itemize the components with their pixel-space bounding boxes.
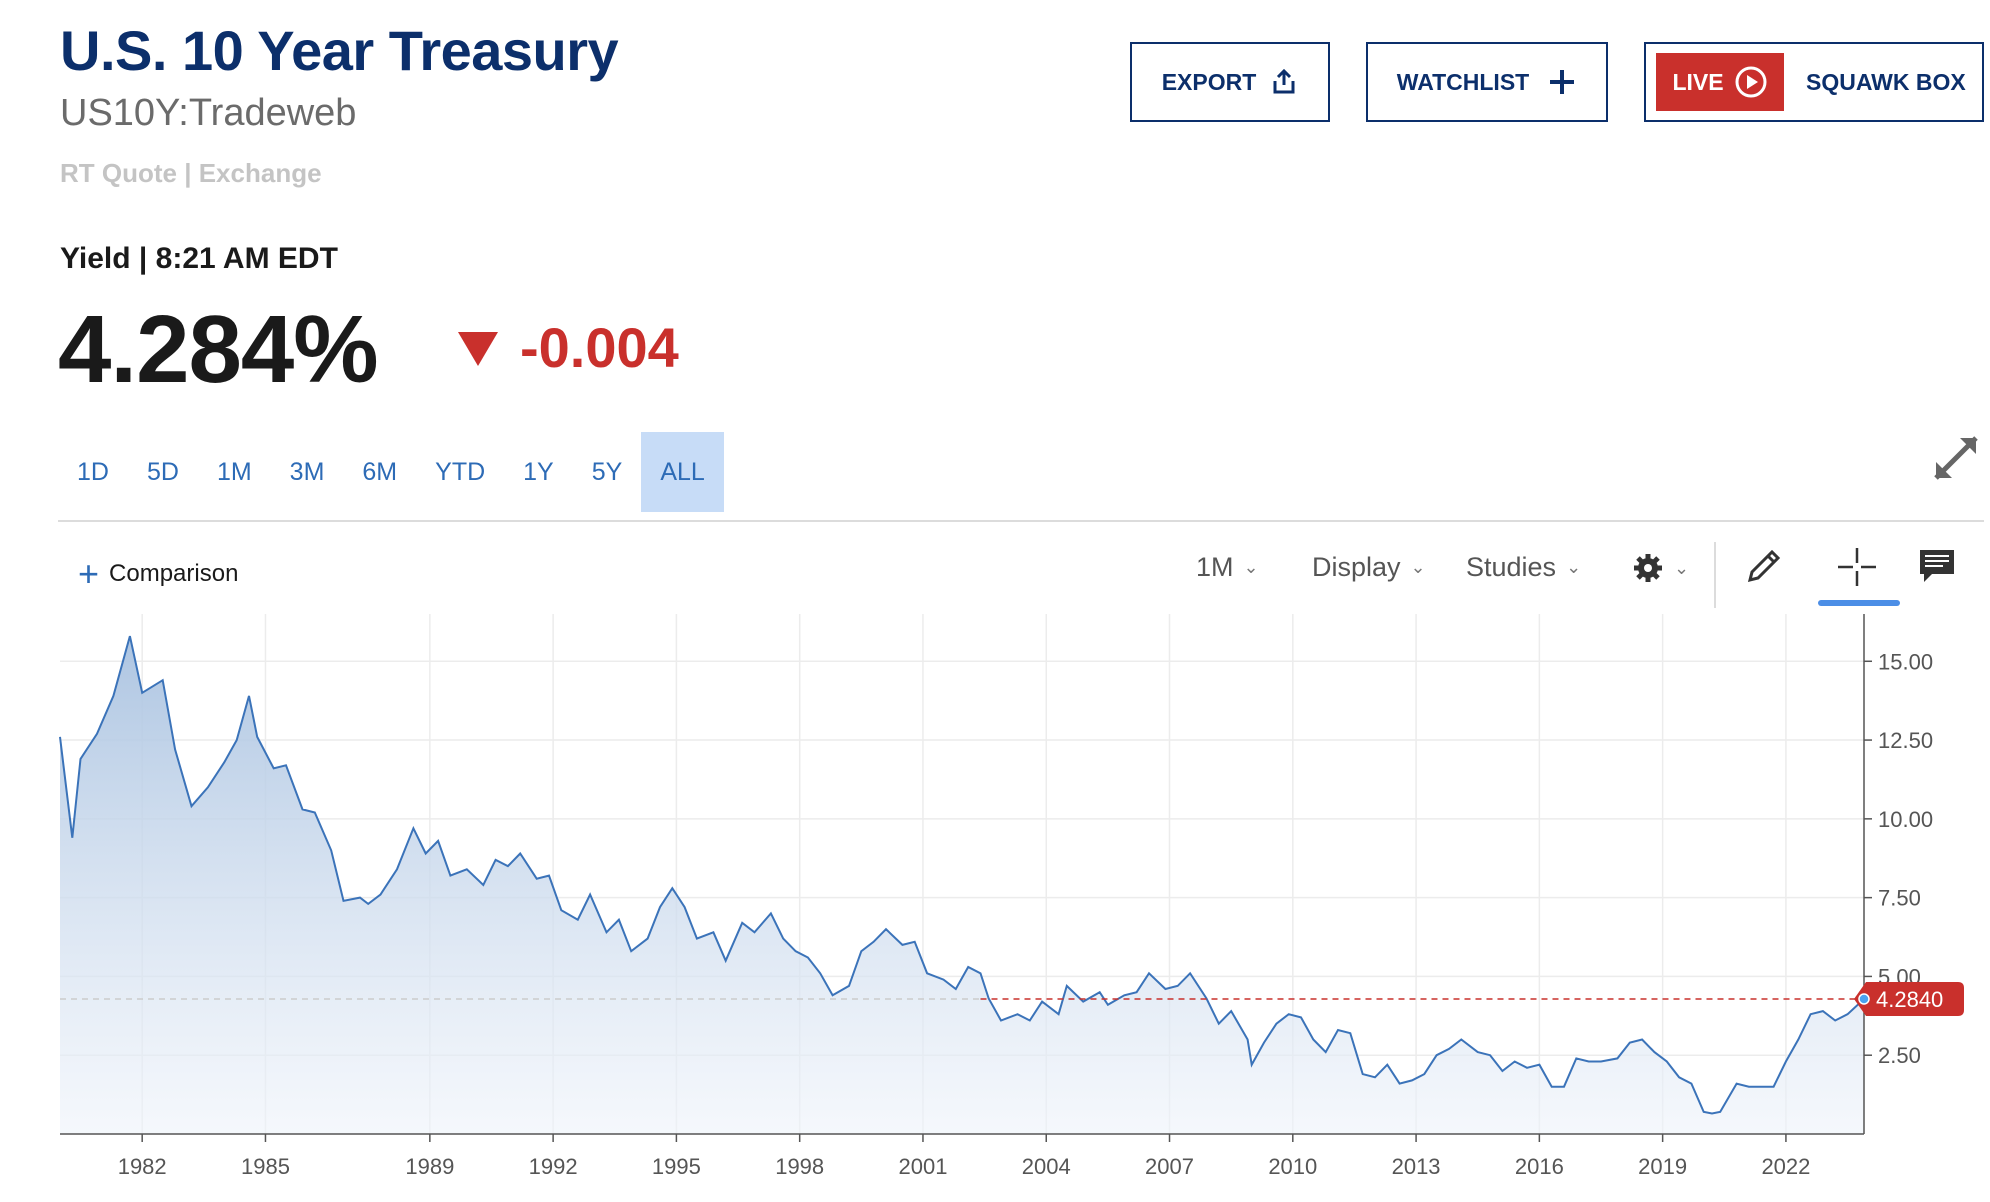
plus-icon: + xyxy=(78,553,100,594)
x-tick-label: 1998 xyxy=(775,1154,824,1179)
x-tick-label: 2016 xyxy=(1515,1154,1564,1179)
interval-value: 1M xyxy=(1196,552,1234,582)
display-label: Display xyxy=(1312,552,1401,582)
chevron-down-icon: ⌄ xyxy=(1243,557,1259,577)
chevron-down-icon: ⌄ xyxy=(1410,557,1426,577)
range-tab-1y[interactable]: 1Y xyxy=(523,458,554,486)
x-tick-label: 1982 xyxy=(118,1154,167,1179)
x-tick-label: 1992 xyxy=(529,1154,578,1179)
x-tick-label: 1989 xyxy=(405,1154,454,1179)
pencil-icon[interactable] xyxy=(1744,546,1784,586)
live-badge: LIVE xyxy=(1656,53,1784,111)
yield-timestamp: Yield | 8:21 AM EDT xyxy=(60,242,338,275)
live-label: LIVE xyxy=(1672,68,1724,95)
settings-dropdown[interactable]: ⌄ xyxy=(1632,552,1689,584)
yield-change: -0.004 xyxy=(520,316,679,379)
range-tab-1d[interactable]: 1D xyxy=(77,458,109,486)
active-tool-indicator xyxy=(1818,600,1900,606)
comparison-label: Comparison xyxy=(109,560,239,587)
series-line xyxy=(59,635,1865,1115)
y-tick-label: 10.00 xyxy=(1878,807,1933,832)
quote-source: RT Quote | Exchange xyxy=(60,158,322,188)
range-tab-all[interactable]: ALL xyxy=(641,432,724,512)
last-value-label: 4.2840 xyxy=(1876,987,1943,1012)
comment-icon[interactable] xyxy=(1918,548,1956,584)
y-tick-label: 12.50 xyxy=(1878,728,1933,753)
play-icon xyxy=(1735,66,1767,98)
last-value-badge xyxy=(1854,981,1964,1016)
plus-icon xyxy=(1550,70,1575,94)
watchlist-button[interactable]: WATCHLIST xyxy=(1366,42,1608,122)
watchlist-label: WATCHLIST xyxy=(1396,68,1530,95)
x-tick-label: 2004 xyxy=(1022,1154,1071,1179)
last-point-marker xyxy=(1858,993,1870,1005)
export-label: EXPORT xyxy=(1161,68,1257,95)
x-tick-label: 2013 xyxy=(1392,1154,1441,1179)
y-tick-label: 7.50 xyxy=(1878,886,1921,911)
ticker-symbol: US10Y:Tradeweb xyxy=(60,92,357,134)
x-tick-label: 2022 xyxy=(1761,1154,1810,1179)
range-tab-5y[interactable]: 5Y xyxy=(591,458,623,486)
series-area xyxy=(60,636,1864,1134)
divider xyxy=(58,520,1984,522)
range-tab-ytd[interactable]: YTD xyxy=(435,458,486,486)
yield-price: 4.284% xyxy=(58,296,379,403)
studies-label: Studies xyxy=(1466,552,1557,582)
range-tab-6m[interactable]: 6M xyxy=(362,458,398,486)
range-tabs: 1D 5D 1M 3M 6M YTD 1Y 5Y ALL xyxy=(58,432,724,512)
studies-dropdown[interactable]: Studies ⌄ xyxy=(1466,552,1581,583)
live-squawk-box-button[interactable]: LIVE SQUAWK BOX xyxy=(1644,42,1984,122)
range-tab-3m[interactable]: 3M xyxy=(289,458,325,486)
chevron-down-icon: ⌄ xyxy=(1566,557,1582,577)
chevron-down-icon: ⌄ xyxy=(1674,557,1690,578)
y-tick-label: 15.00 xyxy=(1878,649,1933,674)
y-tick-label: 2.50 xyxy=(1878,1043,1921,1068)
export-button[interactable]: EXPORT xyxy=(1130,42,1330,122)
display-dropdown[interactable]: Display ⌄ xyxy=(1312,552,1426,583)
comparison-button[interactable]: + Comparison xyxy=(78,553,239,594)
page-title: U.S. 10 Year Treasury xyxy=(60,19,619,82)
x-tick-label: 1995 xyxy=(652,1154,701,1179)
crosshair-icon[interactable] xyxy=(1836,546,1878,588)
x-tick-label: 1985 xyxy=(241,1154,290,1179)
interval-dropdown[interactable]: 1M ⌄ xyxy=(1196,552,1259,583)
x-tick-label: 2019 xyxy=(1638,1154,1687,1179)
gear-icon xyxy=(1634,554,1662,582)
x-tick-label: 2010 xyxy=(1268,1154,1317,1179)
range-tab-5d[interactable]: 5D xyxy=(146,458,179,486)
toolbar-separator xyxy=(1714,542,1716,608)
x-tick-label: 2001 xyxy=(898,1154,947,1179)
squawk-box-label: SQUAWK BOX xyxy=(1806,68,1966,95)
range-tab-1m[interactable]: 1M xyxy=(216,458,252,486)
down-arrow-icon xyxy=(458,332,498,366)
expand-icon[interactable] xyxy=(1930,432,1982,484)
share-icon xyxy=(1273,68,1295,94)
x-tick-label: 2007 xyxy=(1145,1154,1194,1179)
